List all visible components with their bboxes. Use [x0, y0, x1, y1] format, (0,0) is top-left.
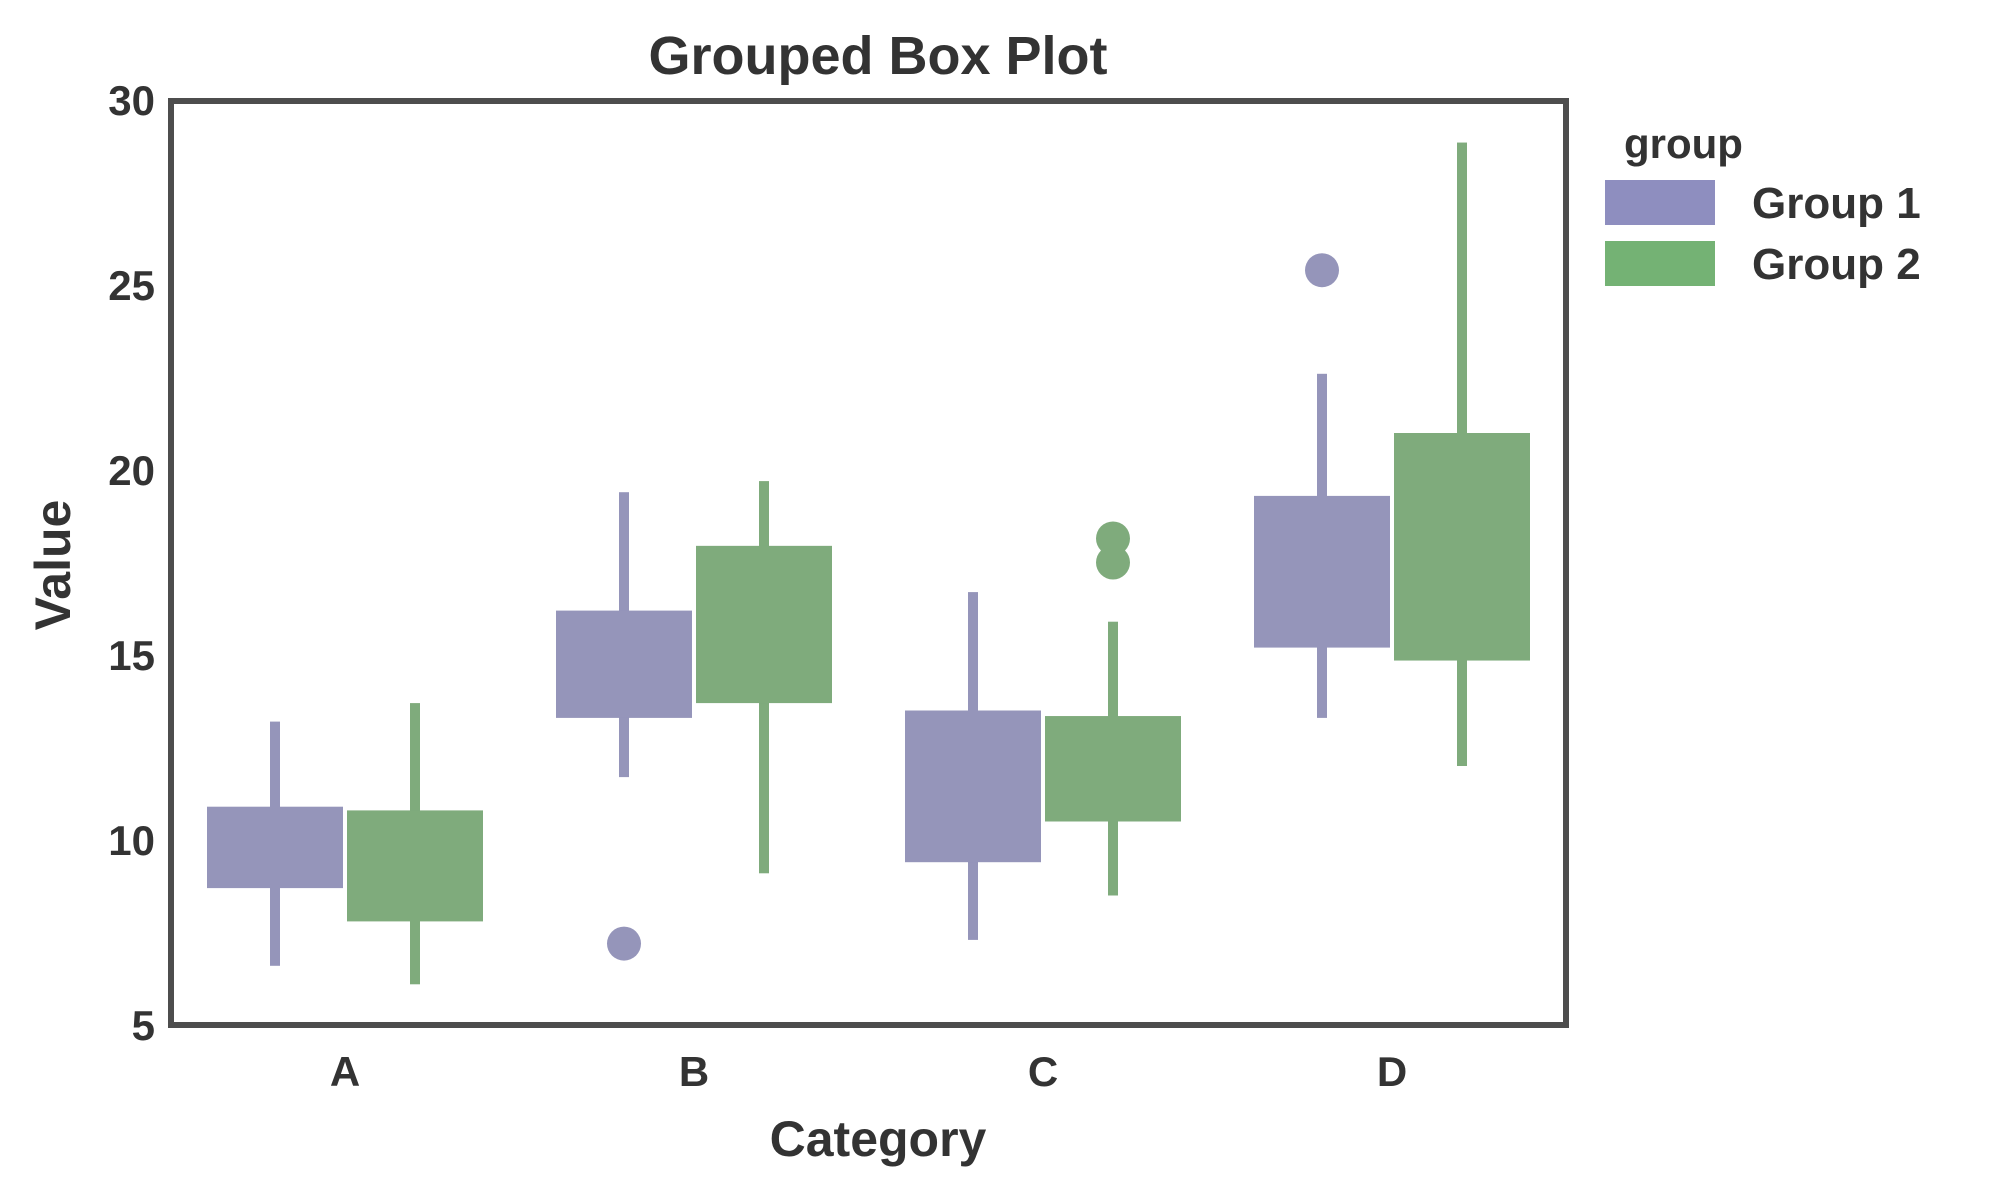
y-tick-label: 10 [108, 817, 155, 864]
box-d [1394, 142, 1530, 767]
legend-swatch [1605, 180, 1715, 225]
outlier-point [1305, 253, 1339, 288]
box-b [696, 481, 832, 874]
box-body [905, 710, 1041, 863]
plot-frame [168, 98, 1569, 1028]
box-b [556, 492, 692, 961]
legend-entries: Group 1 Group 2 [1605, 179, 1921, 289]
box-body [347, 810, 483, 922]
box-c [905, 592, 1041, 940]
x-tick-label: D [1377, 1048, 1407, 1095]
y-tick-label: 25 [108, 262, 155, 309]
legend: group Group 1 Group 2 [1605, 120, 1921, 289]
legend-label: Group 2 [1752, 240, 1921, 289]
x-axis-label: Category [770, 1111, 987, 1167]
x-tick-label: B [679, 1048, 709, 1095]
y-axis-label: Value [25, 500, 81, 631]
chart-title: Grouped Box Plot [649, 26, 1108, 86]
box-c [1045, 521, 1181, 896]
series-group-1 [207, 253, 1390, 966]
series-group-2 [347, 142, 1530, 985]
x-tick-label: A [330, 1048, 360, 1095]
outlier-point [1096, 521, 1130, 556]
x-axis-ticks: A B C D [330, 1048, 1407, 1095]
y-tick-label: 20 [108, 447, 155, 494]
y-axis-ticks: 5 10 15 20 25 30 [108, 77, 155, 1049]
box-body [1045, 716, 1181, 822]
y-tick-label: 30 [108, 77, 155, 124]
box-body [696, 545, 832, 704]
box-body [1394, 433, 1530, 661]
box-body [207, 806, 343, 889]
box-body [1254, 495, 1390, 648]
box-a [347, 703, 483, 985]
box-body [556, 610, 692, 718]
plot-area [207, 142, 1530, 985]
legend-swatch [1605, 241, 1715, 286]
outlier-point [607, 926, 641, 961]
y-tick-label: 5 [132, 1002, 155, 1049]
box-a [207, 721, 343, 966]
legend-label: Group 1 [1752, 179, 1921, 228]
legend-title: group [1624, 120, 1743, 167]
outlier-point [1096, 545, 1130, 580]
x-tick-label: C [1028, 1048, 1058, 1095]
box-d [1254, 253, 1390, 718]
y-tick-label: 15 [108, 632, 155, 679]
